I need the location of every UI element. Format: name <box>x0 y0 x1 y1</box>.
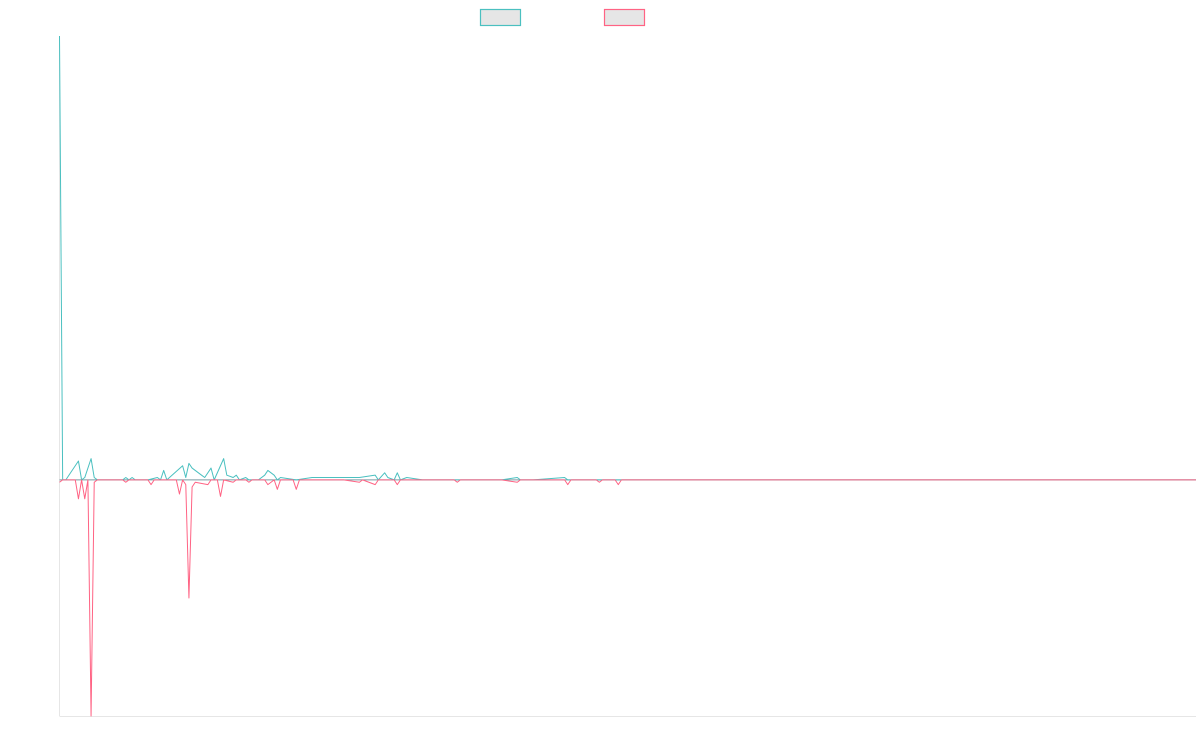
series-2-line <box>59 479 1196 717</box>
axes <box>59 36 1196 717</box>
series-layer <box>59 35 1196 717</box>
legend-swatch-series-1[interactable] <box>479 8 522 27</box>
series-1-line <box>59 35 1196 481</box>
legend-swatch-series-2[interactable] <box>603 8 646 27</box>
legend <box>479 8 646 27</box>
